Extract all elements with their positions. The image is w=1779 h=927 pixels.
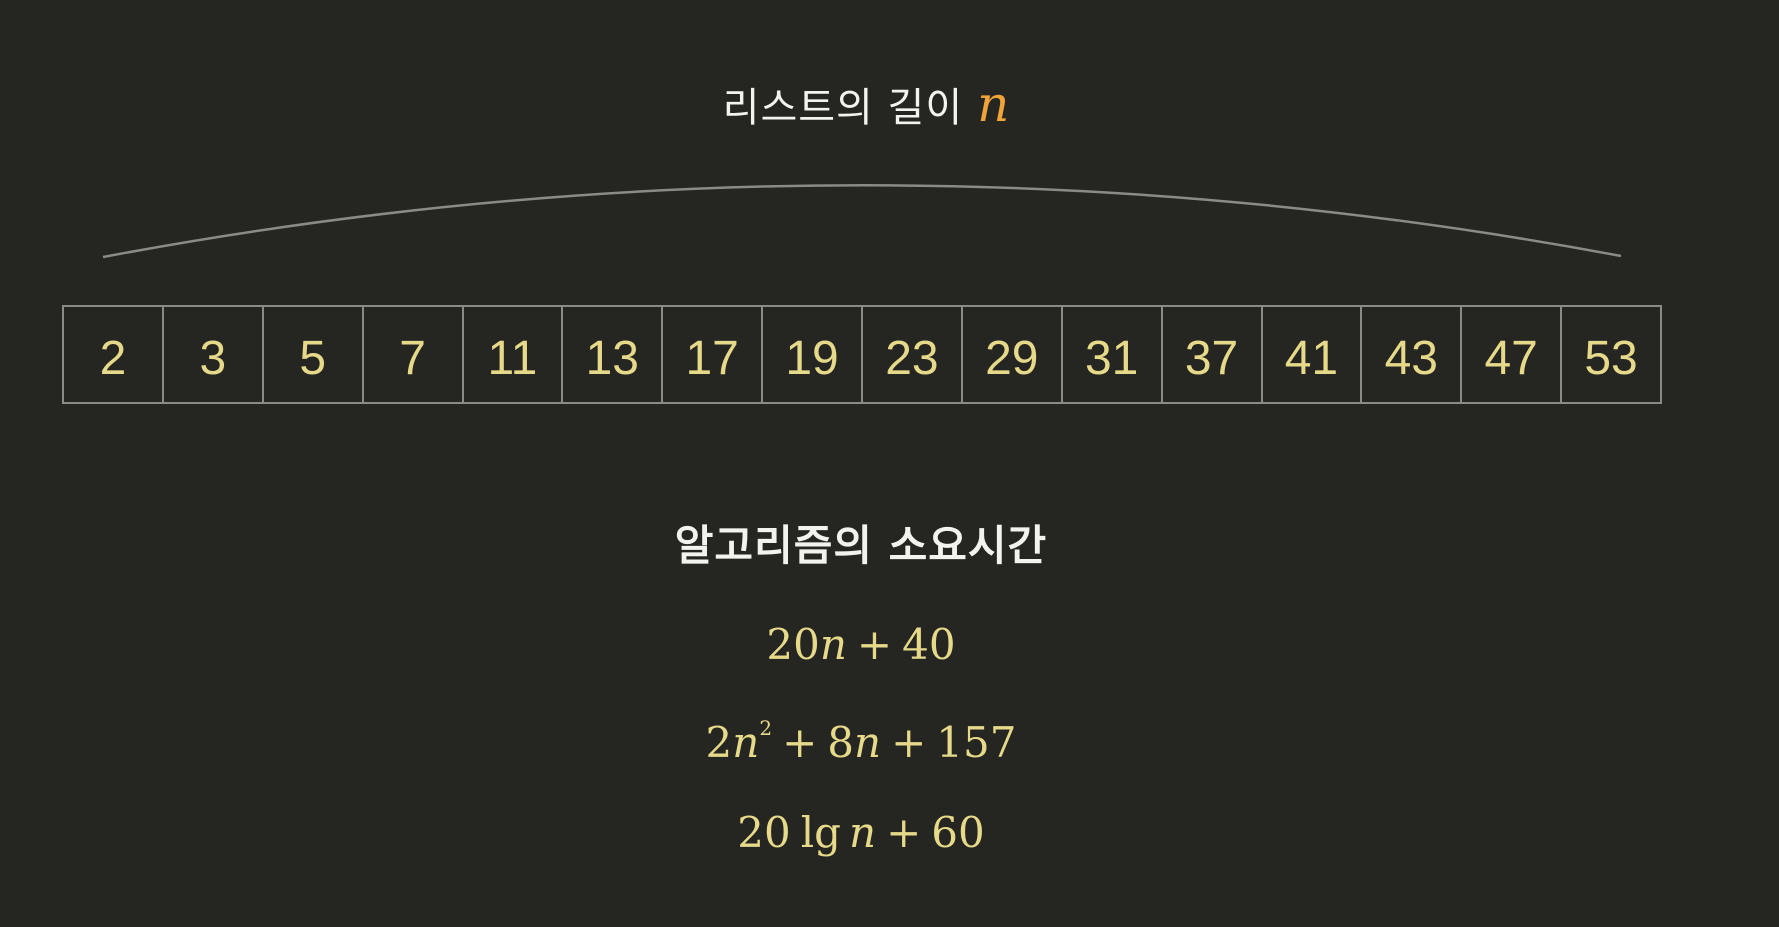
prime-list-array: 2 3 5 7 11 13 17 19 23 29 31 37 41 43 47 53 xyxy=(62,305,1662,404)
linear-const: 40 xyxy=(902,620,956,669)
linear-coef: 20 xyxy=(766,620,820,669)
array-cell: 11 xyxy=(461,307,562,402)
length-variable: n xyxy=(977,75,1011,133)
linear-var: n xyxy=(819,620,847,669)
array-cell: 5 xyxy=(261,307,362,402)
quadratic-op2: + xyxy=(891,718,927,767)
array-cell: 7 xyxy=(361,307,462,402)
quadratic-const: 157 xyxy=(936,718,1017,767)
quadratic-var-sq: n xyxy=(732,718,760,767)
formula-quadratic: 2n2 +8n +157 xyxy=(0,718,1722,767)
array-cell: 53 xyxy=(1560,307,1660,402)
list-length-label: 리스트의 길이 n xyxy=(0,75,1733,133)
log-op: + xyxy=(886,808,922,857)
log-fn: lg xyxy=(800,808,842,857)
array-cell: 2 xyxy=(99,332,127,385)
array-cell: 37 xyxy=(1160,307,1261,402)
array-cell: 29 xyxy=(960,307,1061,402)
log-coef: 20 xyxy=(737,808,791,857)
array-cell: 17 xyxy=(661,307,761,402)
array-cell: 43 xyxy=(1360,307,1460,402)
quadratic-coef2: 2 xyxy=(705,718,733,767)
array-cell: 13 xyxy=(561,307,661,402)
linear-op: + xyxy=(856,620,893,669)
formula-logarithmic: 20 lg n +60 xyxy=(0,808,1722,857)
array-cell: 23 xyxy=(861,307,961,402)
length-brace xyxy=(102,184,1622,259)
quadratic-exponent: 2 xyxy=(759,716,773,740)
log-var: n xyxy=(849,808,877,857)
array-cell: 41 xyxy=(1260,307,1361,402)
array-cell: 47 xyxy=(1460,307,1560,402)
array-cell: 19 xyxy=(761,307,861,402)
log-const: 60 xyxy=(931,808,985,857)
algorithm-time-title: 알고리즘의 소요시간 xyxy=(674,521,1048,570)
quadratic-op1: + xyxy=(782,718,818,767)
quadratic-var: n xyxy=(854,718,882,767)
formula-linear: 20n +40 xyxy=(0,620,1722,669)
quadratic-coef1: 8 xyxy=(827,718,855,767)
list-length-text: 리스트의 길이 xyxy=(722,85,964,131)
array-cell: 3 xyxy=(161,307,262,402)
brace-curve xyxy=(102,184,1622,259)
array-cell: 31 xyxy=(1060,307,1161,402)
